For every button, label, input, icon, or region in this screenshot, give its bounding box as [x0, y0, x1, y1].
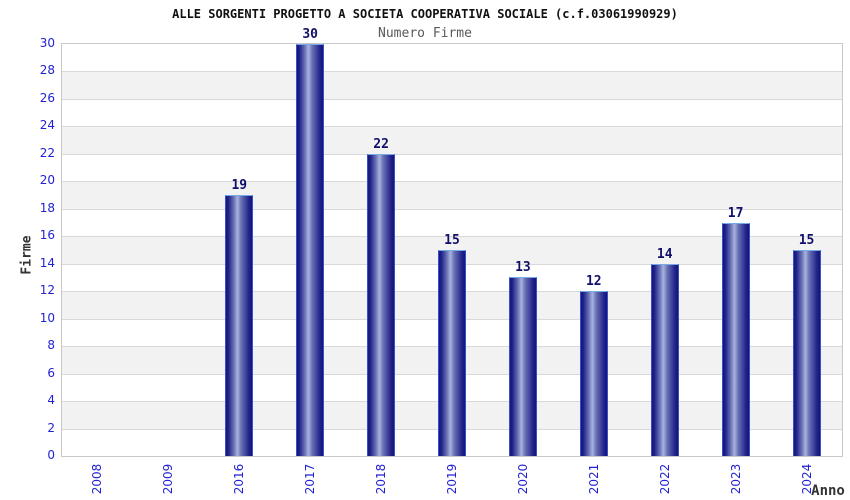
y-tick-label: 0 [47, 448, 55, 462]
bar-value-label: 19 [231, 178, 248, 194]
grid-band [62, 126, 842, 154]
plot-area: 19 30 22 15 13 12 14 17 15 [61, 27, 843, 457]
grid-band [62, 71, 842, 99]
bar-2023 [721, 222, 750, 456]
chart-title: ALLE SORGENTI PROGETTO A SOCIETA COOPERA… [172, 7, 678, 21]
y-tick-label: 16 [39, 228, 55, 243]
y-tick-label: 6 [47, 365, 55, 380]
x-tick-label: 2019 [445, 463, 459, 495]
y-tick-label: 26 [39, 90, 55, 105]
bar-value-label: 22 [373, 136, 389, 152]
x-tick-label: 2023 [728, 463, 743, 495]
gridline [62, 126, 842, 128]
y-tick-label: 12 [39, 283, 55, 298]
bar-value-label: 15 [798, 233, 815, 248]
bar-2022 [650, 263, 679, 456]
y-tick-label: 24 [39, 118, 55, 133]
y-tick-label: 22 [39, 145, 55, 160]
bar-value-label: 15 [444, 233, 460, 248]
bar-value-label: 12 [585, 274, 602, 290]
y-tick-label: 8 [47, 338, 55, 353]
y-tick-label: 18 [39, 200, 55, 215]
bar-2020 [508, 277, 537, 456]
bar-2024 [792, 250, 821, 456]
x-tick-label: 2017 [303, 463, 318, 495]
x-tick-label: 2008 [90, 463, 105, 495]
gridline [62, 208, 842, 210]
gridline [62, 153, 842, 155]
x-axis-title: Anno [811, 483, 845, 499]
gridline [62, 236, 842, 238]
chart-subtitle: Numero Firme [378, 26, 472, 41]
y-tick-label: 14 [39, 255, 55, 270]
y-tick-label: 30 [39, 36, 55, 50]
bar-value-label: 14 [656, 246, 673, 262]
bar-2018 [367, 153, 396, 456]
y-tick-label: 4 [47, 393, 55, 408]
y-tick-labels: 0 2 4 6 8 10 12 14 16 18 20 22 24 26 28 30 [0, 36, 55, 462]
bar-value-label: 30 [302, 27, 318, 42]
gridline [62, 181, 842, 183]
bar-value-label: 13 [515, 260, 531, 276]
bar-2016 [225, 195, 254, 456]
x-tick-label: 2016 [232, 463, 247, 495]
grid-band [62, 153, 842, 182]
bar-2019 [438, 250, 466, 456]
x-tick-label: 2018 [374, 463, 389, 495]
gridline [62, 98, 842, 100]
gridline [62, 71, 842, 73]
grid-band [62, 98, 842, 127]
x-tick-label: 2020 [515, 463, 530, 495]
grid-band [62, 181, 842, 209]
y-tick-label: 28 [39, 63, 55, 78]
bar-value-label: 17 [727, 205, 744, 221]
y-tick-label: 10 [39, 310, 55, 325]
bar-2017 [296, 44, 325, 456]
y-tick-label: 20 [39, 173, 55, 188]
bar-2021 [579, 291, 608, 456]
x-tick-label: 2022 [657, 463, 672, 495]
x-tick-label: 2021 [586, 463, 601, 495]
y-tick-label: 2 [47, 420, 55, 435]
grid-band [62, 208, 842, 237]
x-tick-label: 2009 [161, 463, 176, 495]
grid-band [62, 44, 842, 72]
